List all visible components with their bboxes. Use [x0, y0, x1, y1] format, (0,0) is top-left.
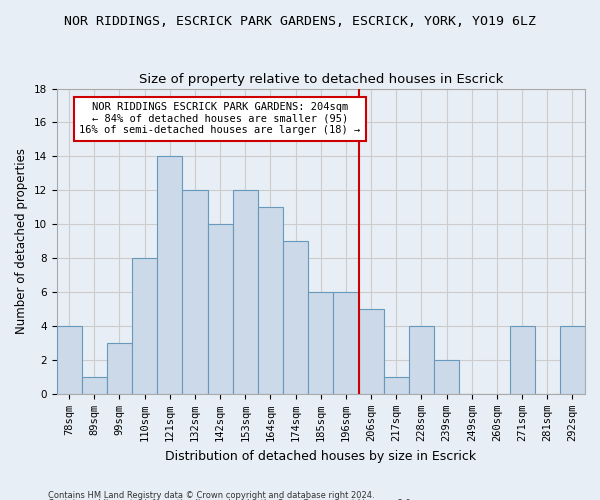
Bar — [182, 190, 208, 394]
Bar — [157, 156, 182, 394]
Bar — [233, 190, 258, 394]
Text: Contains HM Land Registry data © Crown copyright and database right 2024.: Contains HM Land Registry data © Crown c… — [48, 490, 374, 500]
Bar — [509, 326, 535, 394]
Bar — [434, 360, 459, 394]
Y-axis label: Number of detached properties: Number of detached properties — [15, 148, 28, 334]
Bar — [560, 326, 585, 394]
Bar — [334, 292, 359, 394]
Bar — [383, 377, 409, 394]
Text: NOR RIDDINGS ESCRICK PARK GARDENS: 204sqm
← 84% of detached houses are smaller (: NOR RIDDINGS ESCRICK PARK GARDENS: 204sq… — [79, 102, 361, 136]
Bar — [82, 377, 107, 394]
Bar — [308, 292, 334, 394]
Bar — [208, 224, 233, 394]
Bar — [283, 242, 308, 394]
Bar — [409, 326, 434, 394]
Bar — [359, 309, 383, 394]
Bar — [107, 343, 132, 394]
Text: NOR RIDDINGS, ESCRICK PARK GARDENS, ESCRICK, YORK, YO19 6LZ: NOR RIDDINGS, ESCRICK PARK GARDENS, ESCR… — [64, 15, 536, 28]
Title: Size of property relative to detached houses in Escrick: Size of property relative to detached ho… — [139, 73, 503, 86]
Bar — [258, 208, 283, 394]
X-axis label: Distribution of detached houses by size in Escrick: Distribution of detached houses by size … — [165, 450, 476, 462]
Bar — [56, 326, 82, 394]
Bar — [132, 258, 157, 394]
